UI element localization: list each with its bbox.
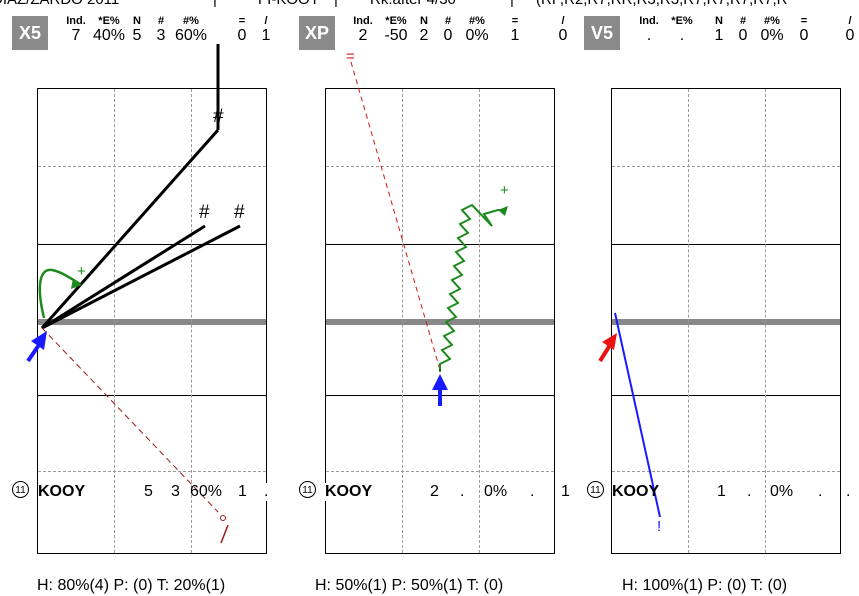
player-number-badge: 11 <box>587 481 604 498</box>
slash-marker <box>220 524 229 544</box>
stat-hash-pct: #% 60% <box>174 15 208 44</box>
player-name: KOOY <box>38 483 86 501</box>
stat-hash: #0 <box>738 15 748 44</box>
badge-v5[interactable]: V5 <box>584 16 620 50</box>
footer-summary: H: 50%(1) P: 50%(1) T: (0) <box>315 577 504 594</box>
row-hash: . <box>460 483 465 501</box>
row-slash: . <box>846 483 851 501</box>
arrowhead-icon <box>498 206 508 216</box>
stat-eq: = 0 <box>237 15 247 44</box>
header-sep-3: | <box>510 0 514 8</box>
stat-ind: Ind. 7 <box>66 15 86 44</box>
stat-hash: #0 <box>443 15 453 44</box>
row-n: 2 <box>430 483 439 501</box>
row-eq: . <box>818 483 823 501</box>
equals-marker: = <box>346 48 355 65</box>
stat-e-pct: *E% -50 <box>384 15 408 44</box>
header-codes: (RP,R2,R7,RR,R3,R3,R7,R7,R7,R7,R <box>536 0 787 8</box>
exclaim-marker: ! <box>657 518 662 535</box>
stat-hash: #3 <box>156 15 166 44</box>
stat-hash-pct: #% 0% <box>465 15 489 44</box>
header-sep-2: | <box>334 0 338 8</box>
dashed-path <box>350 61 441 371</box>
stat-e-pct: *E%. <box>671 15 693 44</box>
curve-path <box>38 268 81 319</box>
trajectory-line <box>41 224 241 330</box>
row-eq: . <box>530 483 535 501</box>
stat-e-pct: *E% 40% <box>93 15 126 44</box>
row-pct: 0% <box>484 483 508 501</box>
row-hash: . <box>747 483 752 501</box>
player-name: KOOY <box>325 483 373 501</box>
arrowhead-icon <box>31 331 47 350</box>
stat-slash: /0 <box>845 15 855 44</box>
trajectory-line <box>614 312 661 518</box>
row-pct: 60% <box>190 483 223 500</box>
stat-slash: /1 <box>261 15 271 44</box>
row-pct: 0% <box>770 483 794 501</box>
plus-marker: + <box>500 182 509 199</box>
hash-marker: # <box>213 106 224 127</box>
row-n: 1 <box>717 483 726 501</box>
plus-marker: + <box>77 263 86 280</box>
footer-summary: H: 100%(1) P: (0) T: (0) <box>622 577 788 594</box>
player-name: KOOY <box>612 483 660 500</box>
row-n: 5 <box>144 483 153 501</box>
player-number-badge: 11 <box>12 481 29 498</box>
end-marker-icon <box>220 515 226 521</box>
arrowhead-icon <box>71 278 82 289</box>
stat-slash: /0 <box>558 15 568 44</box>
header-mid: FI-KOOY <box>258 0 320 8</box>
hash-marker: # <box>234 202 245 223</box>
stat-eq: = 1 <box>510 15 520 44</box>
badge-x5[interactable]: X5 <box>12 16 48 50</box>
header-sep-1: | <box>213 0 217 8</box>
footer-summary: H: 80%(4) P: (0) T: 20%(1) <box>37 577 226 594</box>
arrowhead-icon <box>602 333 617 350</box>
panel-xp[interactable] <box>325 88 555 554</box>
trajectory-line <box>41 224 206 330</box>
row-hash: 3 <box>171 483 180 501</box>
wavy-path <box>439 203 505 372</box>
stat-eq: = 0 <box>799 15 809 44</box>
stat-ind: Ind. 2 <box>353 15 373 44</box>
header-left: DIAZ/ZARDO 2011 <box>0 0 119 8</box>
hash-marker: # <box>199 202 210 223</box>
arrowhead-icon <box>432 374 448 390</box>
row-eq: 1 <box>238 483 247 501</box>
dashed-path <box>41 327 219 513</box>
stat-hash-pct: #% 0% <box>760 15 784 44</box>
header-right: Rk.after 4/30 <box>370 0 456 8</box>
row-slash: 1 <box>561 483 570 501</box>
panel-x5[interactable] <box>37 88 267 554</box>
panel-v5[interactable] <box>611 88 841 554</box>
player-number-badge: 11 <box>299 481 316 498</box>
trajectory-line <box>40 129 220 329</box>
badge-xp[interactable]: XP <box>299 16 335 50</box>
row-slash: . <box>264 483 269 501</box>
stat-ind: Ind.. <box>639 15 659 44</box>
